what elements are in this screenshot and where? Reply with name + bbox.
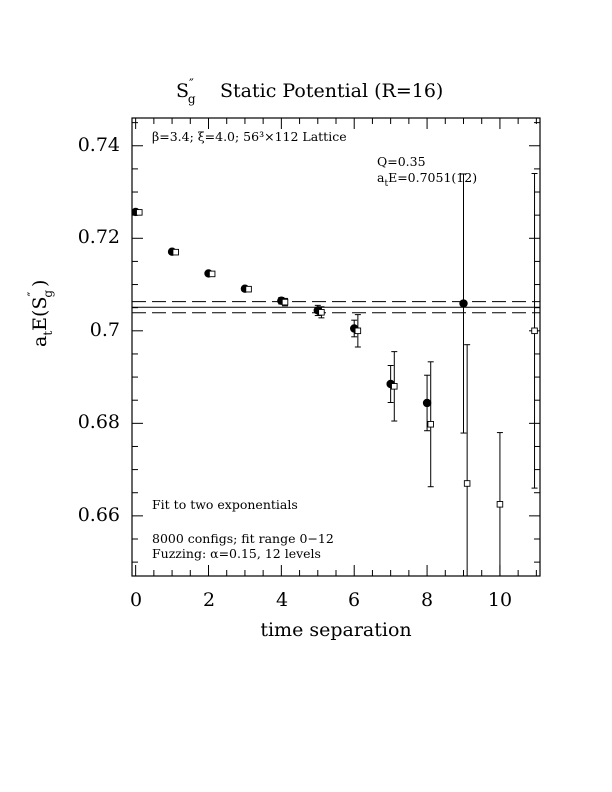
x-tick-label-2: 2 bbox=[203, 589, 215, 611]
annotation-configs: 8000 configs; fit range 0−12 bbox=[152, 531, 334, 546]
data-point-square bbox=[318, 309, 325, 316]
y-label-main: E(S bbox=[29, 297, 51, 331]
data-point-square bbox=[531, 327, 538, 335]
x-axis-label: time separation bbox=[260, 619, 411, 641]
y-axis-label: atE(S″g) bbox=[26, 280, 55, 347]
x-tick-label-6: 6 bbox=[348, 589, 360, 611]
title-symbol-sup: ″ bbox=[189, 77, 194, 92]
annotation-lattice: β=3.4; ξ=4.0; 56³×112 Lattice bbox=[152, 129, 347, 144]
y-label-close: ) bbox=[29, 280, 51, 287]
y-label-sub: g bbox=[41, 290, 55, 298]
data-point-circle bbox=[459, 299, 468, 308]
title-symbol: S bbox=[176, 80, 189, 102]
data-point-square bbox=[172, 248, 179, 256]
data-point-square bbox=[208, 270, 216, 278]
axis-ticks bbox=[132, 118, 540, 576]
data-point-square bbox=[496, 501, 504, 508]
y-label-prefix-sub: t bbox=[41, 331, 55, 336]
data-point-circle bbox=[422, 398, 432, 408]
fit-band bbox=[132, 301, 540, 314]
y-tick-label-0.66: 0.66 bbox=[78, 504, 120, 526]
y-label-prefix: a bbox=[29, 336, 51, 347]
data-point-square bbox=[281, 298, 289, 306]
x-tick-label-0: 0 bbox=[130, 589, 142, 611]
data-point-square bbox=[427, 421, 434, 428]
data-markers bbox=[131, 207, 538, 508]
y-tick-label-0.68: 0.68 bbox=[78, 411, 120, 433]
error-bars bbox=[132, 173, 538, 577]
annotation-q-value: Q=0.35 bbox=[377, 154, 426, 169]
data-point-square bbox=[463, 480, 471, 487]
data-point-square bbox=[136, 209, 143, 216]
y-tick-label-0.74: 0.74 bbox=[78, 134, 120, 156]
y-tick-label-0.72: 0.72 bbox=[78, 226, 120, 248]
annotation-fuzzing: Fuzzing: α=0.15, 12 levels bbox=[152, 546, 321, 561]
data-point-square bbox=[354, 327, 362, 335]
y-label-sup: ″ bbox=[26, 292, 41, 297]
annotation-energy-prefix: a bbox=[377, 170, 385, 185]
y-tick-label-0.7: 0.7 bbox=[90, 319, 120, 341]
title-text: Static Potential (R=16) bbox=[220, 80, 443, 102]
annotation-energy-prefix-sub: t bbox=[384, 179, 388, 189]
x-tick-label-4: 4 bbox=[276, 589, 288, 611]
x-tick-label-10: 10 bbox=[488, 589, 512, 611]
annotation-fit-type: Fit to two exponentials bbox=[152, 497, 298, 512]
title-symbol-sub: g bbox=[188, 92, 196, 106]
annotation-energy-value: E=0.7051(12) bbox=[388, 170, 477, 185]
x-tick-label-8: 8 bbox=[421, 589, 433, 611]
data-point-square bbox=[391, 383, 398, 390]
data-point-square bbox=[245, 285, 252, 293]
chart-title: S″ g Static Potential (R=16) bbox=[176, 77, 443, 106]
annotation-energy: atE=0.7051(12) bbox=[377, 170, 477, 189]
